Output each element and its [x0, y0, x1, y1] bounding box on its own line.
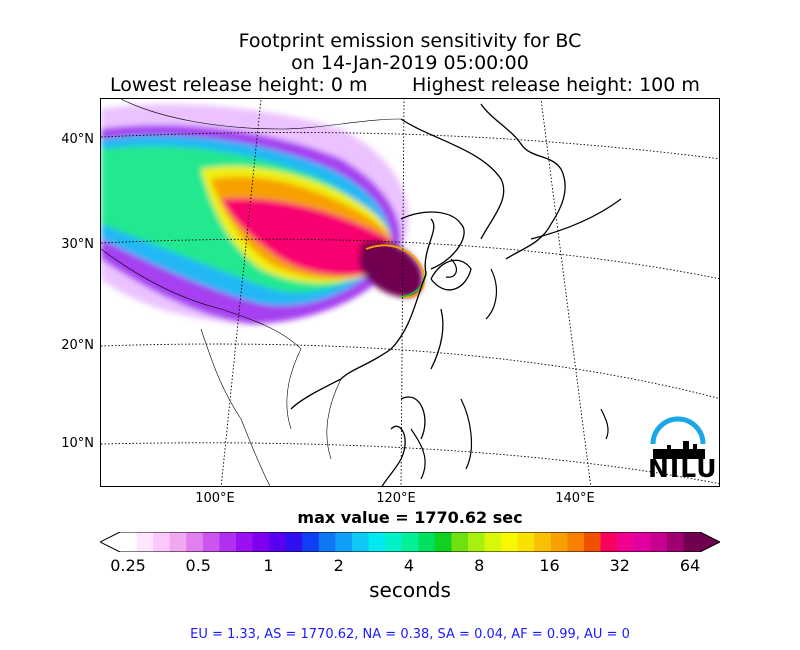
colorbar-cell: [468, 532, 486, 552]
colorbar-cell: [418, 532, 436, 552]
colorbar-cell: [136, 532, 154, 552]
colorbar-cell: [567, 532, 585, 552]
map-panel: [100, 98, 720, 487]
colorbar-cell: [434, 532, 452, 552]
colorbar-cell: [368, 532, 386, 552]
colorbar-cell: [517, 532, 535, 552]
colorbar-cell: [318, 532, 336, 552]
colorbar-cell: [269, 532, 287, 552]
chart-date: on 14-Jan-2019 05:00:00: [291, 52, 529, 74]
colorbar-max-extend: [700, 532, 720, 552]
coastlines: [290, 103, 566, 486]
region-summary: EU = 1.33, AS = 1770.62, NA = 0.38, SA =…: [190, 627, 630, 642]
lowest-release-height: Lowest release height: 0 m: [110, 74, 368, 96]
colorbar-cell: [550, 532, 568, 552]
colorbar-tick-label: 32: [609, 556, 630, 575]
colorbar-tick-label: 8: [474, 556, 485, 575]
graticule: [101, 99, 719, 486]
colorbar-tick-label: 1: [263, 556, 274, 575]
map-svg: [101, 99, 719, 486]
colorbar-cell: [385, 532, 403, 552]
colorbar-cell: [236, 532, 254, 552]
islands: [410, 198, 622, 480]
colorbar-units: seconds: [369, 578, 451, 602]
colorbar-tick-label: 2: [333, 556, 344, 575]
colorbar-cell: [186, 532, 204, 552]
lat-label: 40°N: [61, 132, 94, 147]
colorbar-cell: [650, 532, 668, 552]
lat-label: 30°N: [61, 237, 94, 252]
colorbar-cell: [501, 532, 519, 552]
colorbar-cell: [352, 532, 370, 552]
lon-label: 100°E: [195, 491, 235, 506]
lon-label: 120°E: [376, 491, 416, 506]
colorbar-cell: [219, 532, 237, 552]
colorbar-cell: [302, 532, 320, 552]
colorbar-cell: [285, 532, 303, 552]
land-borders: [101, 99, 402, 486]
lat-label: 10°N: [61, 436, 94, 451]
colorbar-cell: [401, 532, 419, 552]
colorbar-cell: [633, 532, 651, 552]
chart-title: Footprint emission sensitivity for BC: [238, 30, 582, 52]
highest-release-height: Highest release height: 100 m: [412, 74, 700, 96]
colorbar-cell: [451, 532, 469, 552]
colorbar-tick-label: 0.25: [110, 556, 146, 575]
colorbar-cell: [202, 532, 220, 552]
colorbar-tick-label: 0.5: [185, 556, 211, 575]
nilu-logo-text: NILU: [648, 454, 718, 483]
colorbar-cell: [584, 532, 602, 552]
colorbar-tick-label: 16: [539, 556, 560, 575]
colorbar-cell: [617, 532, 635, 552]
max-value: max value = 1770.62 sec: [297, 508, 523, 527]
colorbar-cell: [484, 532, 502, 552]
footprint-plume: [101, 104, 423, 325]
nilu-logo: [650, 416, 706, 459]
colorbar-cell: [534, 532, 552, 552]
colorbar-cell: [666, 532, 684, 552]
lon-label: 140°E: [555, 491, 595, 506]
colorbar-tick-label: 4: [403, 556, 415, 575]
colorbar-cell: [169, 532, 187, 552]
colorbar-cell: [252, 532, 270, 552]
colorbar-cell: [335, 532, 353, 552]
colorbar-min-extend: [100, 532, 120, 552]
lat-label: 20°N: [61, 338, 94, 353]
colorbar-cell: [120, 532, 138, 552]
colorbar-cell: [600, 532, 618, 552]
colorbar-tick-label: 64: [679, 556, 701, 575]
colorbar: [100, 532, 720, 552]
colorbar-cell: [153, 532, 171, 552]
colorbar-cell: [683, 532, 701, 552]
